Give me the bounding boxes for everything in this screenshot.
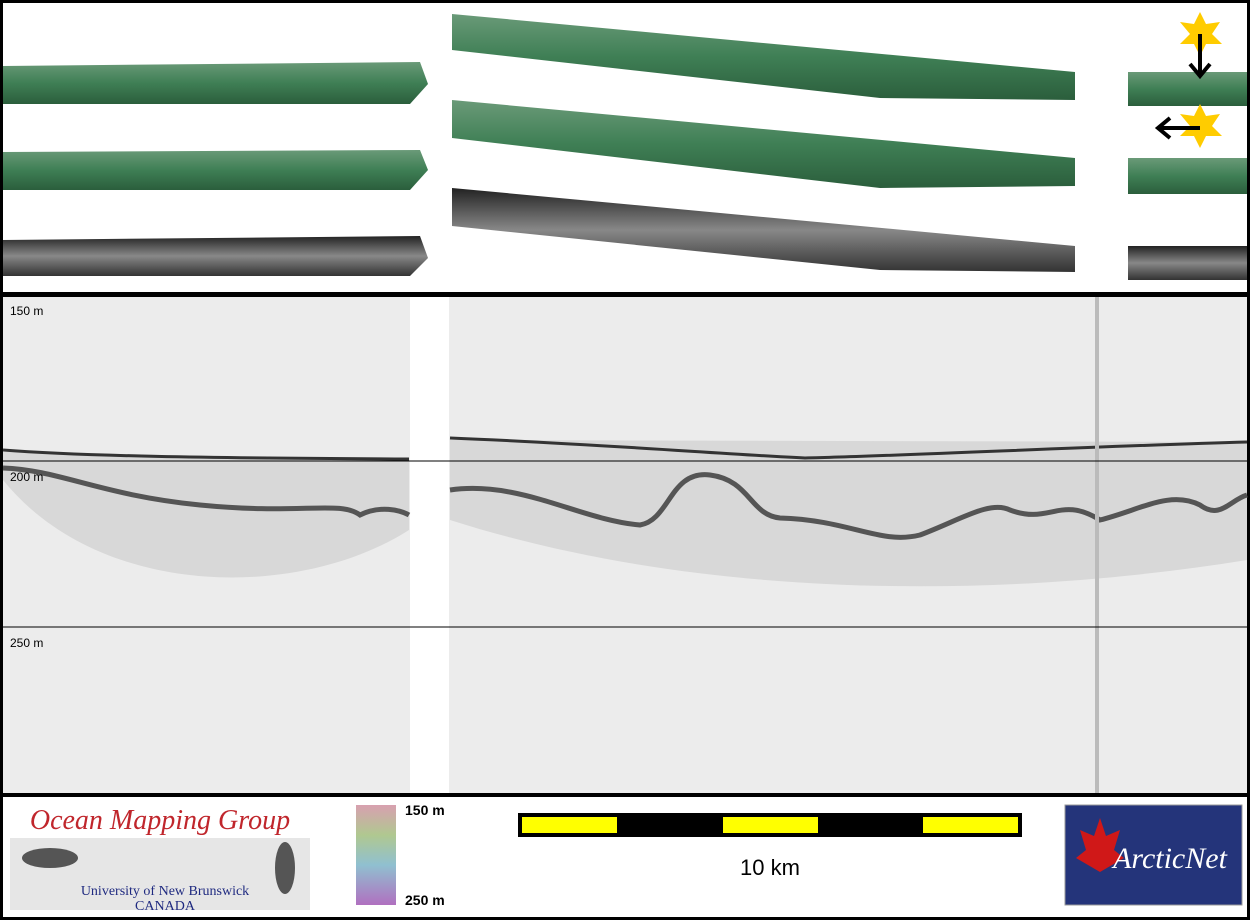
seafloor <box>449 436 1248 460</box>
scale-segment <box>522 817 617 833</box>
strip <box>3 236 428 276</box>
colorbar-label: 250 m <box>405 892 445 908</box>
strip <box>1128 158 1247 194</box>
reflector <box>2 465 411 518</box>
logo-country: CANADA <box>135 899 196 914</box>
reflector <box>449 472 1248 540</box>
logo-title: Ocean Mapping Group <box>30 805 290 836</box>
maple-leaf <box>1076 818 1124 872</box>
depth-label: 150 m <box>10 304 43 318</box>
partner-label: ArcticNet <box>1111 842 1228 875</box>
scale-segment <box>923 817 1018 833</box>
data-gap <box>410 297 449 793</box>
scale-label: 10 km <box>740 855 800 880</box>
strip <box>1128 246 1247 280</box>
strip <box>3 150 428 190</box>
arrow-head <box>1154 116 1172 140</box>
logo-fish <box>22 848 78 868</box>
sediment <box>3 452 409 578</box>
colorbar <box>356 805 396 905</box>
arrow-head <box>1188 62 1212 80</box>
scale-segment <box>723 817 818 833</box>
sediment <box>450 440 1247 587</box>
colorbar-label: 150 m <box>405 802 445 818</box>
strip <box>452 188 1075 272</box>
seafloor <box>2 448 410 461</box>
logo-university: University of New Brunswick <box>81 884 249 899</box>
strip <box>3 62 428 104</box>
direction-icons <box>1154 12 1222 148</box>
logo-fish <box>275 842 295 894</box>
strip <box>452 100 1075 188</box>
depth-label: 250 m <box>10 636 43 650</box>
sun-icon <box>1180 104 1222 148</box>
strip <box>452 14 1075 100</box>
depth-label: 200 m <box>10 470 43 484</box>
strip <box>1128 72 1247 106</box>
mosaic-strips <box>3 14 1247 280</box>
